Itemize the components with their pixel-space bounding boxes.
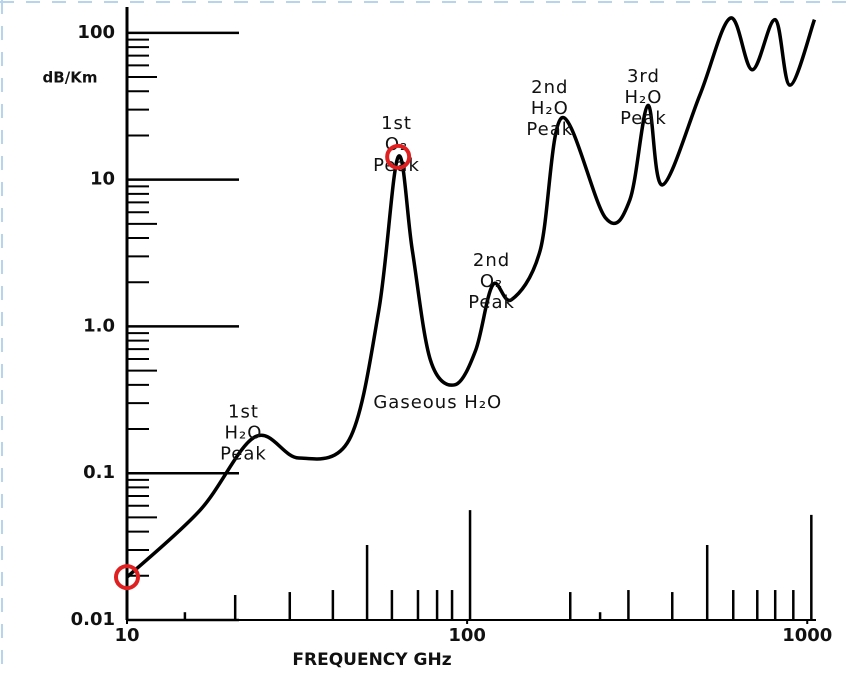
- highlight-circle: [385, 143, 412, 170]
- y-tick-label: 0.01: [71, 609, 115, 630]
- annotation: Peak: [620, 108, 667, 129]
- annotation: Peak: [468, 292, 515, 313]
- y-tick-label: 1.0: [83, 315, 115, 336]
- x-tick-label: 10: [114, 625, 139, 646]
- annotation: H₂O: [225, 422, 263, 443]
- annotation: 2nd: [473, 250, 510, 271]
- annotation: 3rd: [627, 66, 660, 87]
- annotation: Peak: [526, 119, 573, 140]
- x-axis-label: FREQUENCY GHz: [292, 650, 451, 670]
- annotation: 2nd: [531, 77, 568, 98]
- annotation: H₂O: [625, 87, 663, 108]
- annotation: Peak: [373, 155, 420, 176]
- annotation: 1st: [228, 401, 259, 422]
- annotation: O₂: [480, 271, 503, 292]
- y-axis-label: dB/Km: [43, 69, 98, 87]
- y-tick-label: 0.1: [83, 462, 115, 483]
- annotation: 1st: [381, 113, 412, 134]
- annotation: Gaseous H₂O: [373, 392, 502, 413]
- highlight-circle: [114, 564, 140, 591]
- annotation: H₂O: [531, 98, 569, 119]
- y-tick-label: 10: [90, 169, 115, 190]
- x-tick-label: 100: [448, 625, 486, 646]
- y-tick-label: 100: [77, 22, 115, 43]
- x-tick-label: 1000: [782, 625, 832, 646]
- attenuation-curve: [125, 16, 817, 579]
- annotation: Peak: [220, 443, 267, 464]
